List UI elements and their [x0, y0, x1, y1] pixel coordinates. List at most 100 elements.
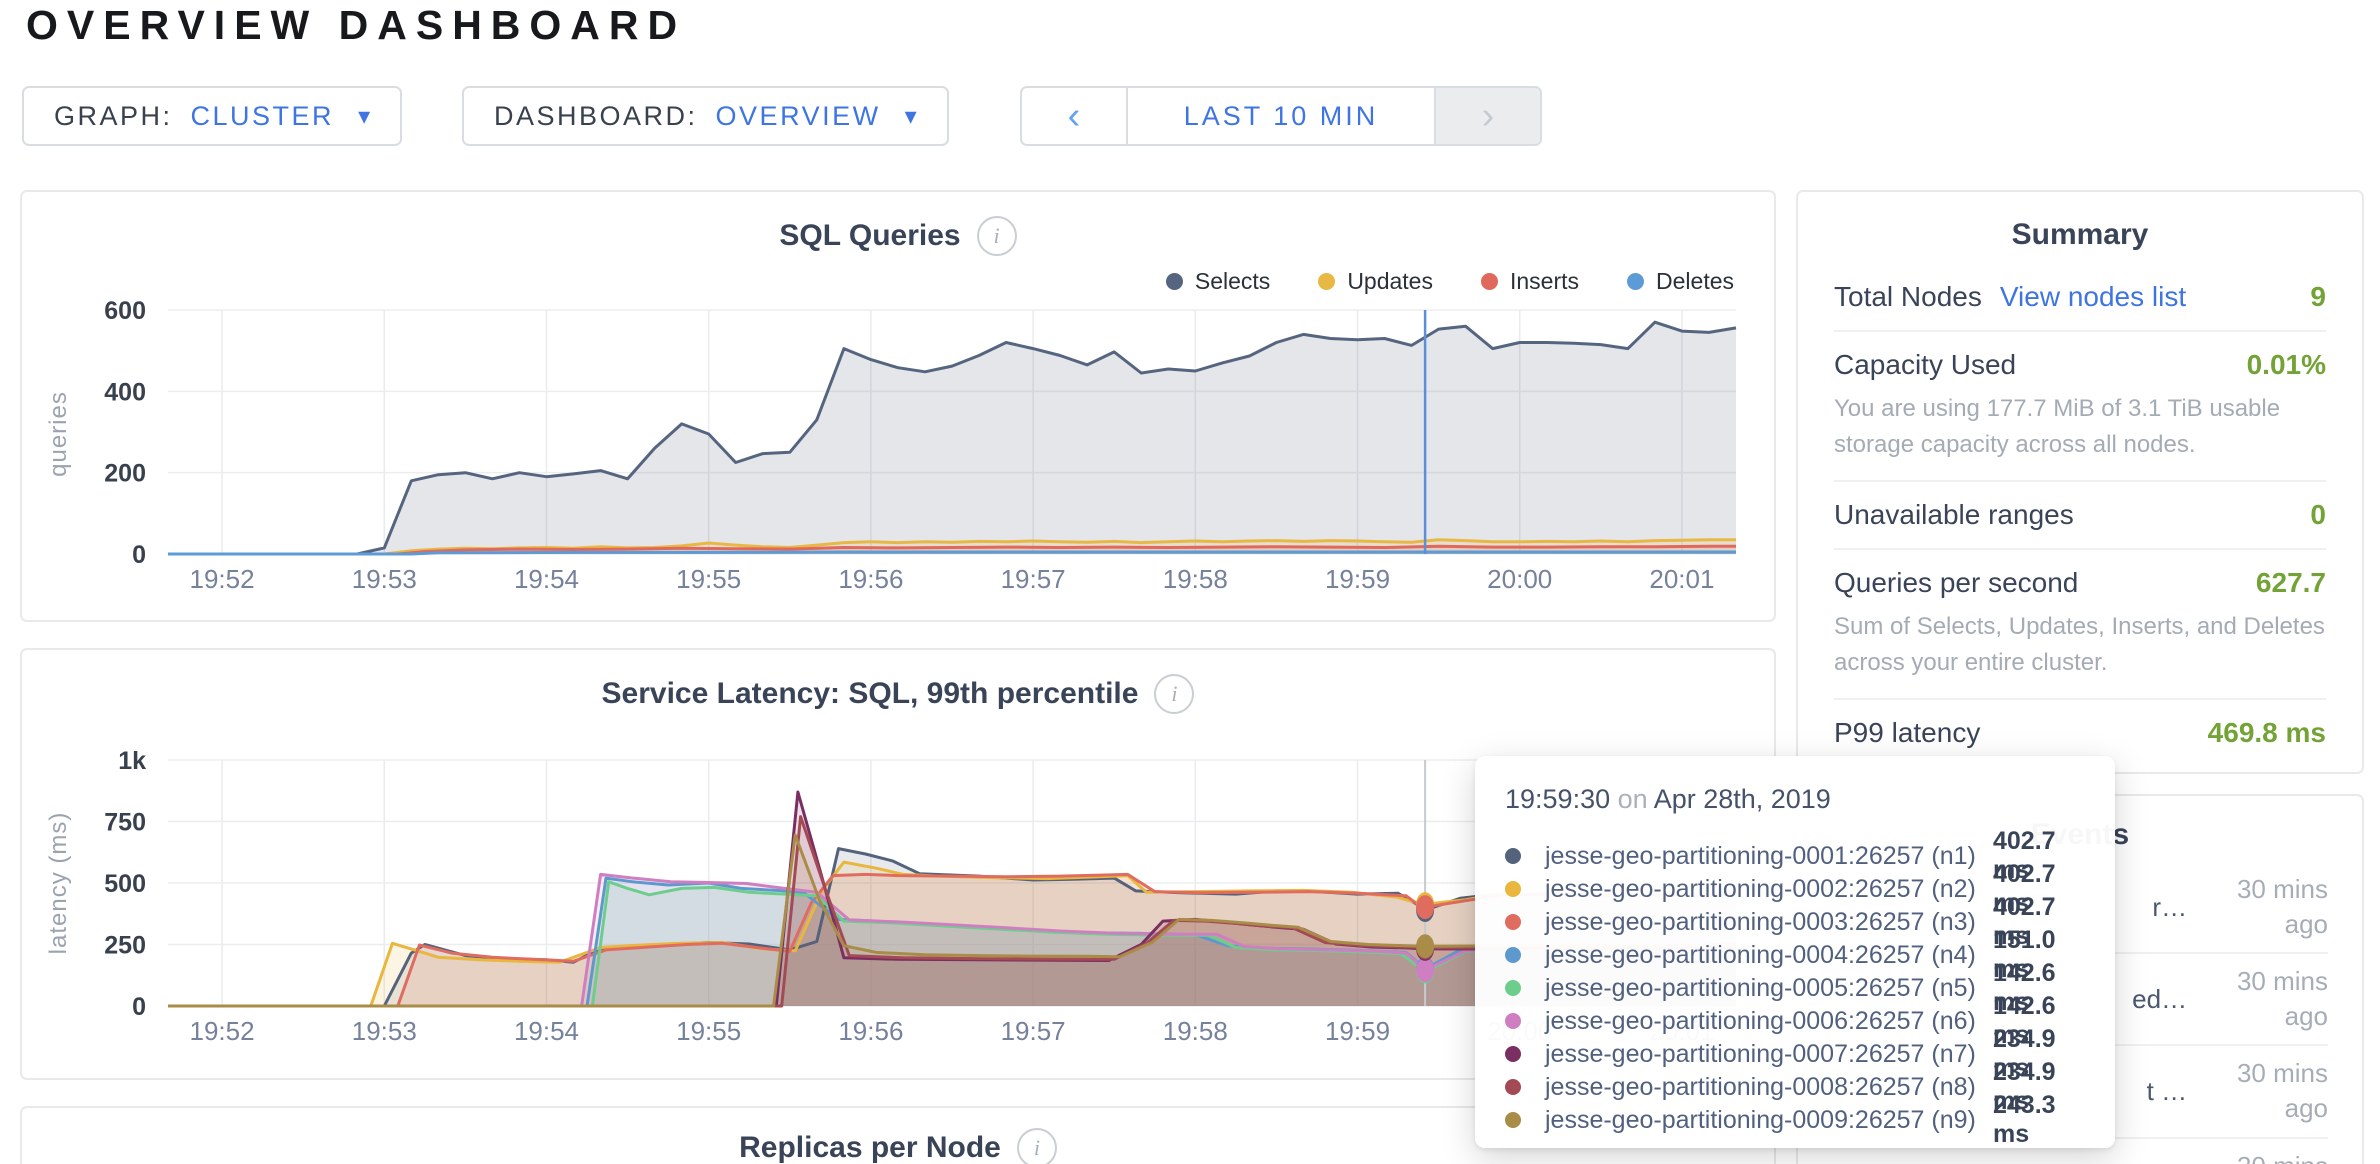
chevron-left-icon: ‹: [1067, 94, 1081, 137]
time-range-prev-button[interactable]: ‹: [1022, 88, 1128, 144]
time-range-next-button[interactable]: ›: [1434, 88, 1540, 144]
tooltip-node-value: 234.9 ms: [1993, 1058, 2056, 1115]
tooltip-node-value: 234.9 ms: [1993, 1025, 2056, 1082]
svg-text:19:57: 19:57: [1001, 564, 1066, 594]
legend-dot-icon: [1165, 273, 1183, 290]
tooltip-node-name: jesse-geo-partitioning-0006:26257 (n6): [1545, 1006, 1976, 1035]
qps-label: Queries per second: [1834, 567, 2079, 598]
tooltip-row: jesse-geo-partitioning-0006:26257 (n6) 14…: [1505, 992, 2085, 1049]
node-dot-icon: [1505, 881, 1521, 897]
tooltip-node-value: 402.7 ms: [1993, 827, 2056, 884]
page-title: OVERVIEW DASHBOARD: [26, 2, 687, 48]
svg-text:19:52: 19:52: [190, 1016, 255, 1046]
latency-title-text: Service Latency: SQL, 99th percentile: [601, 677, 1139, 710]
tooltip-header: 19:59:30 on Apr 28th, 2019: [1505, 784, 1831, 814]
latency-title: Service Latency: SQL, 99th percentile i: [22, 674, 1774, 714]
graph-dropdown-value: CLUSTER: [190, 100, 335, 131]
tooltip-node-value: 243.3 ms: [1993, 1091, 2056, 1148]
summary-row-capacity: Capacity Used 0.01% You are using 177.7 …: [1834, 332, 2326, 482]
svg-text:19:56: 19:56: [838, 564, 903, 594]
svg-text:19:53: 19:53: [352, 564, 417, 594]
event-time: 30 mins ago: [2236, 966, 2328, 1032]
p99-latency-label: P99 latency: [1834, 717, 1981, 748]
svg-text:19:57: 19:57: [1001, 1016, 1066, 1046]
tooltip-node-name: jesse-geo-partitioning-0009:26257 (n9): [1545, 1105, 1976, 1134]
graph-dropdown[interactable]: GRAPH: CLUSTER ▾: [22, 86, 403, 146]
qps-value: 627.7: [2255, 567, 2326, 598]
dashboard-dropdown[interactable]: DASHBOARD: OVERVIEW ▾: [462, 86, 949, 146]
event-row[interactable]: Table Created: User root cr…30 mins ago: [1832, 1139, 2328, 1164]
node-dot-icon: [1505, 1013, 1521, 1029]
svg-text:19:56: 19:56: [838, 1016, 903, 1046]
node-dot-icon: [1505, 980, 1521, 996]
svg-text:600: 600: [104, 297, 146, 325]
svg-text:20:01: 20:01: [1649, 564, 1714, 594]
tooltip-row: jesse-geo-partitioning-0003:26257 (n3) 40…: [1505, 893, 2085, 950]
node-dot-icon: [1505, 848, 1521, 864]
tooltip-node-value: 151.0 ms: [1993, 926, 2056, 983]
legend-item-inserts[interactable]: Inserts: [1480, 268, 1580, 295]
p99-latency-value: 469.8 ms: [2207, 717, 2326, 748]
time-range-selector: ‹ LAST 10 MIN ›: [1020, 86, 1542, 146]
total-nodes-label: Total Nodes: [1834, 281, 1982, 312]
summary-row-total-nodes: Total Nodes View nodes list 9: [1834, 264, 2326, 332]
info-icon[interactable]: i: [976, 216, 1017, 256]
sql-queries-title-text: SQL Queries: [779, 219, 961, 252]
tooltip-node-value: 402.7 ms: [1993, 893, 2056, 950]
sql-queries-title: SQL Queries i: [22, 216, 1774, 256]
latency-chart[interactable]: 0 250 500 750 1k 19:52 19:53 19:54 19:55 19:56 19:…: [36, 738, 1756, 1068]
tooltip-row: jesse-geo-partitioning-0001:26257 (n1) 40…: [1505, 827, 2085, 884]
time-range-display[interactable]: LAST 10 MIN: [1183, 100, 1379, 131]
node-dot-icon: [1505, 1112, 1521, 1128]
tooltip-row: jesse-geo-partitioning-0004:26257 (n4) 15…: [1505, 926, 2085, 983]
svg-text:19:52: 19:52: [190, 564, 255, 594]
legend-item-deletes[interactable]: Deletes: [1627, 268, 1734, 295]
tooltip-node-name: jesse-geo-partitioning-0008:26257 (n8): [1545, 1072, 1976, 1101]
tooltip-row: jesse-geo-partitioning-0005:26257 (n5) 14…: [1505, 959, 2085, 1016]
event-time: 30 mins ago: [2236, 874, 2328, 940]
info-icon[interactable]: i: [1154, 674, 1195, 714]
svg-text:19:54: 19:54: [514, 564, 579, 594]
sql-queries-chart[interactable]: 0 200 400 600 19:52 19:53 19:54 19:55 19:56 19:57…: [36, 292, 1756, 604]
unavailable-ranges-label: Unavailable ranges: [1834, 499, 2074, 530]
legend-item-updates[interactable]: Updates: [1318, 268, 1433, 295]
tooltip-row: jesse-geo-partitioning-0009:26257 (n9) 24…: [1505, 1091, 2085, 1148]
svg-text:200: 200: [104, 460, 146, 488]
svg-text:19:58: 19:58: [1163, 1016, 1228, 1046]
sql-queries-legend: Selects Updates Inserts Deletes: [1165, 268, 1734, 295]
svg-text:250: 250: [104, 932, 146, 960]
legend-label: Deletes: [1656, 268, 1734, 294]
tooltip-node-name: jesse-geo-partitioning-0004:26257 (n4): [1545, 940, 1976, 969]
tooltip-node-value: 402.7 ms: [1993, 860, 2056, 917]
svg-text:750: 750: [104, 809, 146, 837]
tooltip-node-value: 142.6 ms: [1993, 992, 2056, 1049]
tooltip-node-name: jesse-geo-partitioning-0005:26257 (n5): [1545, 973, 1976, 1002]
info-icon[interactable]: i: [1016, 1128, 1057, 1164]
capacity-label: Capacity Used: [1834, 349, 2017, 380]
legend-item-selects[interactable]: Selects: [1165, 268, 1271, 295]
legend-label: Selects: [1194, 268, 1271, 294]
replicas-title-text: Replicas per Node: [739, 1131, 1001, 1164]
summary-title: Summary: [2011, 218, 2149, 251]
graph-dropdown-label: GRAPH:: [54, 100, 173, 131]
node-dot-icon: [1505, 1079, 1521, 1095]
summary-row-qps: Queries per second 627.7 Sum of Selects,…: [1834, 550, 2326, 700]
tooltip-row: jesse-geo-partitioning-0008:26257 (n8) 23…: [1505, 1058, 2085, 1115]
node-dot-icon: [1505, 914, 1521, 930]
event-row[interactable]: r… 30 mins ago: [1832, 862, 2328, 955]
svg-text:19:55: 19:55: [676, 1016, 741, 1046]
hover-tooltip: 19:59:30 on Apr 28th, 2019 jesse-geo-par…: [1475, 756, 2115, 1148]
legend-label: Inserts: [1509, 268, 1580, 294]
event-text: ed…: [2132, 983, 2188, 1014]
event-text: t …: [2146, 1075, 2188, 1106]
svg-text:20:00: 20:00: [1487, 564, 1552, 594]
svg-text:0: 0: [132, 993, 146, 1021]
event-time: 30 mins ago: [2187, 1149, 2328, 1164]
tooltip-rows: jesse-geo-partitioning-0001:26257 (n1) 40…: [1505, 827, 2085, 1148]
view-nodes-list-link[interactable]: View nodes list: [1999, 281, 2187, 312]
legend-dot-icon: [1627, 273, 1645, 290]
tooltip-row: jesse-geo-partitioning-0002:26257 (n2) 40…: [1505, 860, 2085, 917]
summary-row-p99: P99 latency 469.8 ms: [1834, 700, 2326, 766]
svg-text:19:59: 19:59: [1325, 564, 1390, 594]
